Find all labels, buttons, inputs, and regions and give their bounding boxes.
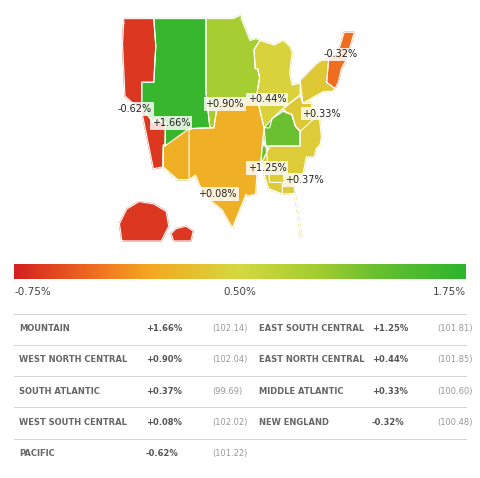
Text: MIDDLE ATLANTIC: MIDDLE ATLANTIC <box>259 387 343 396</box>
Text: +0.08%: +0.08% <box>146 418 182 427</box>
Polygon shape <box>254 41 300 128</box>
Text: +0.44%: +0.44% <box>372 355 408 364</box>
Text: +1.25%: +1.25% <box>248 163 287 173</box>
Text: NEW ENGLAND: NEW ENGLAND <box>259 418 329 427</box>
Text: (101.85): (101.85) <box>438 355 473 364</box>
Text: WEST NORTH CENTRAL: WEST NORTH CENTRAL <box>19 355 127 364</box>
Text: -0.75%: -0.75% <box>14 286 51 296</box>
Polygon shape <box>326 32 354 88</box>
Text: +0.90%: +0.90% <box>205 99 244 109</box>
Text: (100.48): (100.48) <box>438 418 473 427</box>
Polygon shape <box>171 226 193 241</box>
Polygon shape <box>283 55 335 131</box>
Text: PACIFIC: PACIFIC <box>19 449 55 458</box>
Text: EAST SOUTH CENTRAL: EAST SOUTH CENTRAL <box>259 324 364 333</box>
Text: (102.14): (102.14) <box>212 324 247 333</box>
Text: +1.25%: +1.25% <box>372 324 408 333</box>
Polygon shape <box>122 19 166 169</box>
Text: 1.75%: 1.75% <box>432 286 466 296</box>
Polygon shape <box>352 295 361 301</box>
Text: (100.60): (100.60) <box>438 387 473 396</box>
Text: -0.32%: -0.32% <box>372 418 404 427</box>
Text: +0.33%: +0.33% <box>302 109 341 119</box>
Polygon shape <box>142 19 210 180</box>
Text: EAST NORTH CENTRAL: EAST NORTH CENTRAL <box>259 355 364 364</box>
Text: MOUNTAIN: MOUNTAIN <box>19 324 70 333</box>
Text: -0.62%: -0.62% <box>146 449 179 458</box>
Polygon shape <box>261 111 300 194</box>
Text: (102.04): (102.04) <box>212 355 247 364</box>
Text: +0.37%: +0.37% <box>146 387 182 396</box>
Text: 0.50%: 0.50% <box>224 286 256 296</box>
Polygon shape <box>163 95 264 228</box>
Text: (101.81): (101.81) <box>438 324 473 333</box>
Text: +0.08%: +0.08% <box>198 189 237 199</box>
Polygon shape <box>261 95 322 238</box>
Text: +0.33%: +0.33% <box>372 387 408 396</box>
Text: -0.62%: -0.62% <box>118 104 152 114</box>
Text: +0.44%: +0.44% <box>248 94 287 104</box>
Text: +0.37%: +0.37% <box>285 175 323 185</box>
Text: +0.90%: +0.90% <box>146 355 182 364</box>
Text: -0.32%: -0.32% <box>324 49 358 59</box>
Polygon shape <box>206 15 260 128</box>
Text: (102.02): (102.02) <box>212 418 247 427</box>
Text: (101.22): (101.22) <box>212 449 247 458</box>
Text: (99.69): (99.69) <box>212 387 242 396</box>
Text: +1.66%: +1.66% <box>146 324 182 333</box>
Text: SOUTH ATLANTIC: SOUTH ATLANTIC <box>19 387 100 396</box>
Text: +1.66%: +1.66% <box>152 118 191 128</box>
Polygon shape <box>120 202 168 241</box>
Text: WEST SOUTH CENTRAL: WEST SOUTH CENTRAL <box>19 418 127 427</box>
